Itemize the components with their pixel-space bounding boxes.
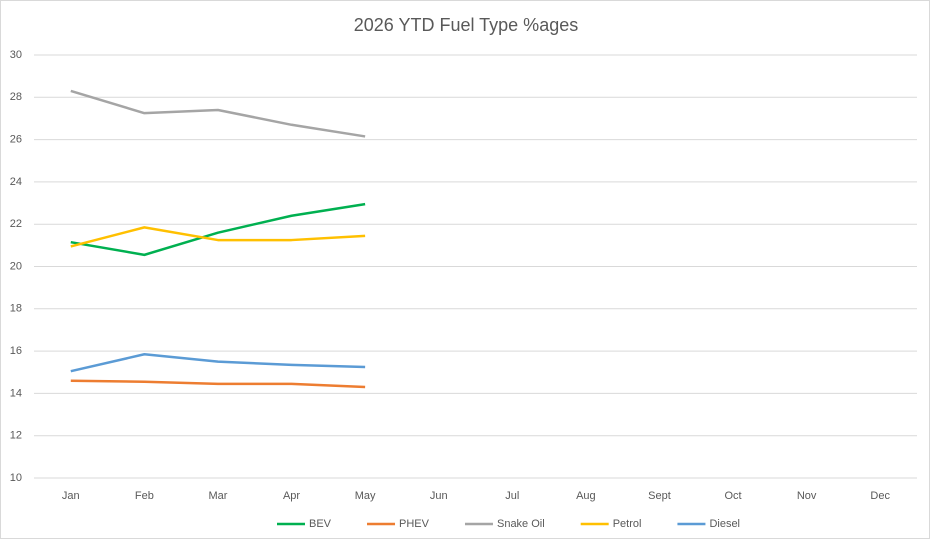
- x-tick-label: Jul: [505, 490, 519, 502]
- series-line: [70, 379, 366, 389]
- y-tick-label: 26: [10, 134, 22, 146]
- x-tick-label: Jan: [62, 490, 80, 502]
- x-tick-label: Feb: [135, 490, 154, 502]
- series-line: [70, 202, 366, 257]
- y-tick-label: 22: [10, 218, 22, 230]
- legend-label: Petrol: [613, 518, 642, 530]
- series-line: [70, 226, 366, 248]
- y-tick-label: 30: [10, 49, 22, 61]
- x-tick-label: May: [355, 490, 376, 502]
- legend-label: Diesel: [709, 518, 740, 530]
- legend-label: BEV: [309, 518, 332, 530]
- y-tick-label: 14: [10, 387, 22, 399]
- x-tick-label: Apr: [283, 490, 300, 502]
- y-tick-label: 12: [10, 430, 22, 442]
- x-tick-label: Aug: [576, 490, 596, 502]
- chart-title: 2026 YTD Fuel Type %ages: [354, 15, 578, 35]
- x-tick-label: Sept: [648, 490, 671, 502]
- legend-label: Snake Oil: [497, 518, 545, 530]
- series-line: [70, 353, 366, 373]
- x-tick-label: Dec: [870, 490, 890, 502]
- series-line: [70, 89, 366, 138]
- y-tick-label: 10: [10, 472, 22, 484]
- x-tick-label: Nov: [797, 490, 817, 502]
- legend-label: PHEV: [399, 518, 430, 530]
- x-tick-label: Mar: [208, 490, 227, 502]
- y-tick-label: 18: [10, 303, 22, 315]
- y-tick-label: 28: [10, 91, 22, 103]
- x-tick-label: Jun: [430, 490, 448, 502]
- y-tick-label: 20: [10, 260, 22, 272]
- y-tick-label: 16: [10, 345, 22, 357]
- y-tick-label: 24: [10, 176, 22, 188]
- x-tick-label: Oct: [724, 490, 741, 502]
